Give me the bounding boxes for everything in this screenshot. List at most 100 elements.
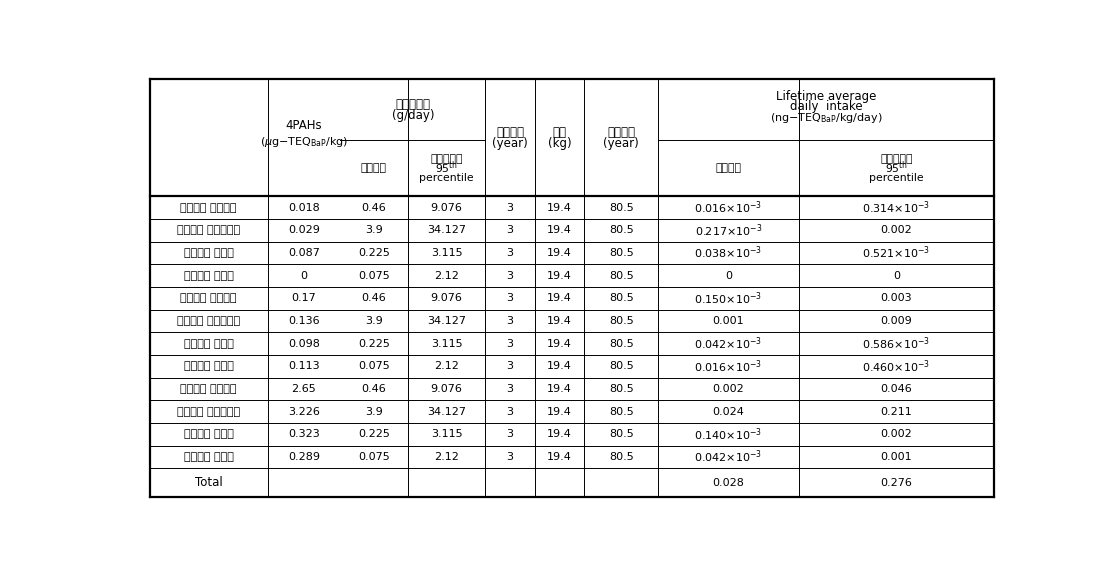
Text: 80.5: 80.5 [609, 430, 634, 439]
Text: 80.5: 80.5 [609, 225, 634, 235]
Text: 34.127: 34.127 [427, 407, 466, 417]
Text: 3: 3 [507, 407, 513, 417]
Text: 3.9: 3.9 [365, 225, 383, 235]
Text: 3: 3 [507, 339, 513, 349]
Text: 19.4: 19.4 [547, 384, 571, 394]
Text: 19.4: 19.4 [547, 339, 571, 349]
Text: 0.001: 0.001 [713, 316, 744, 326]
Text: 체중: 체중 [552, 126, 567, 139]
Text: 80.5: 80.5 [609, 384, 634, 394]
Text: 0.042$\times$10$^{-3}$: 0.042$\times$10$^{-3}$ [694, 449, 762, 465]
Text: 9.076: 9.076 [431, 384, 462, 394]
Text: 0.028: 0.028 [712, 478, 744, 487]
Text: 0.009: 0.009 [881, 316, 912, 326]
Text: 0.075: 0.075 [358, 271, 389, 281]
Text: 80.5: 80.5 [609, 407, 634, 417]
Text: 0.087: 0.087 [288, 248, 320, 258]
Text: 2.12: 2.12 [434, 362, 459, 371]
Text: 80.5: 80.5 [609, 248, 634, 258]
Text: 19.4: 19.4 [547, 407, 571, 417]
Text: 80.5: 80.5 [609, 316, 634, 326]
Text: 3: 3 [507, 203, 513, 213]
Text: 0.46: 0.46 [362, 293, 386, 303]
Text: 0.460$\times$10$^{-3}$: 0.460$\times$10$^{-3}$ [863, 358, 931, 375]
Text: 전체집단의: 전체집단의 [431, 153, 463, 164]
Text: 3.115: 3.115 [431, 248, 462, 258]
Text: 0.225: 0.225 [358, 339, 389, 349]
Text: percentile: percentile [869, 173, 924, 183]
Text: 19.4: 19.4 [547, 248, 571, 258]
Text: 19.4: 19.4 [547, 452, 571, 462]
Text: 가스석쿠 돼지목슴: 가스석쿠 돼지목슴 [181, 293, 237, 303]
Text: 가스불판 소등심: 가스불판 소등심 [184, 248, 233, 258]
Text: 0.150$\times$10$^{-3}$: 0.150$\times$10$^{-3}$ [694, 290, 762, 307]
Text: 3: 3 [507, 271, 513, 281]
Text: 3: 3 [507, 225, 513, 235]
Text: 80.5: 80.5 [609, 293, 634, 303]
Text: 0.586$\times$10$^{-3}$: 0.586$\times$10$^{-3}$ [863, 336, 931, 352]
Text: 가스석쿠 소안심: 가스석쿠 소안심 [184, 362, 233, 371]
Text: 0.018: 0.018 [288, 203, 319, 213]
Text: 전체집단: 전체집단 [360, 163, 387, 173]
Text: 3: 3 [507, 430, 513, 439]
Text: 0.098: 0.098 [288, 339, 320, 349]
Text: (g/day): (g/day) [392, 109, 434, 122]
Text: 0.029: 0.029 [288, 225, 320, 235]
Text: (year): (year) [604, 137, 639, 150]
Text: (year): (year) [492, 137, 528, 150]
Text: 가스불판 소안심: 가스불판 소안심 [184, 271, 233, 281]
Text: 80.5: 80.5 [609, 203, 634, 213]
Text: (ng$-$TEQ$_{\mathrm{BaP}}$/kg/day): (ng$-$TEQ$_{\mathrm{BaP}}$/kg/day) [770, 111, 883, 125]
Text: 80.5: 80.5 [609, 362, 634, 371]
Text: 2.65: 2.65 [291, 384, 316, 394]
Text: 0.002: 0.002 [713, 384, 744, 394]
Text: 0.038$\times$10$^{-3}$: 0.038$\times$10$^{-3}$ [694, 245, 762, 261]
Text: 0.113: 0.113 [288, 362, 319, 371]
Text: 0.024: 0.024 [712, 407, 744, 417]
Text: 0.002: 0.002 [881, 225, 912, 235]
Text: 95$^{\mathrm{th}}$: 95$^{\mathrm{th}}$ [435, 159, 459, 175]
Text: 0.314$\times$10$^{-3}$: 0.314$\times$10$^{-3}$ [863, 200, 931, 216]
Text: 0.225: 0.225 [358, 248, 389, 258]
Text: 0.323: 0.323 [288, 430, 319, 439]
Text: 0.075: 0.075 [358, 452, 389, 462]
Text: 34.127: 34.127 [427, 316, 466, 326]
Text: 전체집단: 전체집단 [715, 163, 741, 173]
Text: 19.4: 19.4 [547, 430, 571, 439]
Text: 3: 3 [507, 362, 513, 371]
Text: 가스불판 돼지삼격슴: 가스불판 돼지삼격슴 [177, 225, 240, 235]
Text: 전체집단의: 전체집단의 [881, 153, 913, 164]
Text: 0.016$\times$10$^{-3}$: 0.016$\times$10$^{-3}$ [694, 358, 762, 375]
Text: 4PAHs: 4PAHs [286, 119, 323, 132]
Text: 0.521$\times$10$^{-3}$: 0.521$\times$10$^{-3}$ [863, 245, 931, 261]
Text: 0.046: 0.046 [881, 384, 912, 394]
Text: Lifetime average: Lifetime average [776, 90, 876, 103]
Text: 0.140$\times$10$^{-3}$: 0.140$\times$10$^{-3}$ [694, 426, 762, 443]
Text: 3.9: 3.9 [365, 316, 383, 326]
Text: (kg): (kg) [548, 137, 571, 150]
Text: 3: 3 [507, 452, 513, 462]
Text: 0.042$\times$10$^{-3}$: 0.042$\times$10$^{-3}$ [694, 336, 762, 352]
Text: Total: Total [195, 476, 222, 489]
Text: 9.076: 9.076 [431, 203, 462, 213]
Text: 2.12: 2.12 [434, 452, 459, 462]
Text: percentile: percentile [420, 173, 474, 183]
Text: 3: 3 [507, 293, 513, 303]
Text: 0.276: 0.276 [881, 478, 912, 487]
Text: 19.4: 19.4 [547, 225, 571, 235]
Text: 3.9: 3.9 [365, 407, 383, 417]
Text: 0: 0 [893, 271, 899, 281]
Text: 0.289: 0.289 [288, 452, 320, 462]
Text: 80.5: 80.5 [609, 271, 634, 281]
Text: 숫불석쿠 소안심: 숫불석쿠 소안심 [184, 452, 233, 462]
Text: 식품섭취량: 식품섭취량 [395, 98, 431, 111]
Text: 가스석쿠 돼지삼격슴: 가스석쿠 돼지삼격슴 [177, 316, 240, 326]
Text: 노출기간: 노출기간 [497, 126, 525, 139]
Text: 19.4: 19.4 [547, 271, 571, 281]
Text: 가스석쿠 소등심: 가스석쿠 소등심 [184, 339, 233, 349]
Text: 95$^{\mathrm{th}}$: 95$^{\mathrm{th}}$ [885, 159, 908, 175]
Text: 0.225: 0.225 [358, 430, 389, 439]
Text: 가스불판 돼지목슴: 가스불판 돼지목슴 [181, 203, 237, 213]
Text: 2.12: 2.12 [434, 271, 459, 281]
Text: 숫불석쿠 돼지삼격슴: 숫불석쿠 돼지삼격슴 [177, 407, 240, 417]
